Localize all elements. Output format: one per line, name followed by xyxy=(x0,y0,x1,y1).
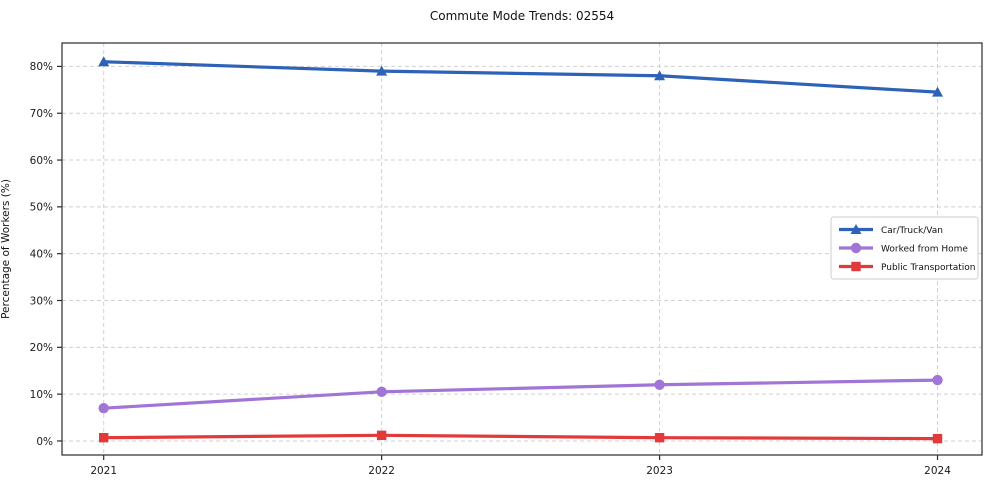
x-tick-label: 2021 xyxy=(90,465,117,477)
y-tick-label: 20% xyxy=(30,342,53,354)
data-point xyxy=(376,65,388,76)
data-point xyxy=(376,430,387,441)
y-axis-label: Percentage of Workers (%) xyxy=(0,179,12,319)
legend-item-label: Car/Truck/Van xyxy=(881,226,943,236)
x-tick-label: 2024 xyxy=(924,465,951,477)
data-point xyxy=(376,386,387,397)
x-tick-label: 2023 xyxy=(646,465,673,477)
data-point xyxy=(98,432,109,443)
data-point xyxy=(932,86,944,97)
legend-swatch-marker xyxy=(850,224,862,234)
legend-swatch-marker xyxy=(851,261,861,272)
chart-title: Commute Mode Trends: 02554 xyxy=(429,9,615,23)
data-point xyxy=(98,56,110,67)
legend-swatch-marker xyxy=(850,242,862,254)
series-line-public-transportation xyxy=(103,433,938,441)
y-tick-label: 60% xyxy=(30,155,53,167)
legend-box xyxy=(830,216,979,280)
y-tick-label: 70% xyxy=(30,108,53,120)
y-tick-label: 10% xyxy=(30,389,53,401)
data-point xyxy=(932,433,943,444)
y-tick-label: 80% xyxy=(30,61,53,73)
data-point xyxy=(654,379,665,390)
series-line-worked-from-home xyxy=(103,378,938,410)
y-tick-label: 0% xyxy=(36,436,53,448)
legend-item-label: Worked from Home xyxy=(881,244,968,254)
x-tick-label: 2022 xyxy=(368,465,395,477)
y-tick-label: 40% xyxy=(30,248,53,260)
plot-border xyxy=(61,42,983,456)
legend-item-label: Public Transportation xyxy=(881,263,975,273)
data-point xyxy=(654,70,666,81)
data-point xyxy=(932,374,943,386)
y-tick-label: 30% xyxy=(30,295,53,307)
data-point xyxy=(98,402,109,414)
data-point xyxy=(654,432,665,443)
y-tick-label: 50% xyxy=(30,202,53,214)
series-line-car-truck-van xyxy=(103,60,938,94)
